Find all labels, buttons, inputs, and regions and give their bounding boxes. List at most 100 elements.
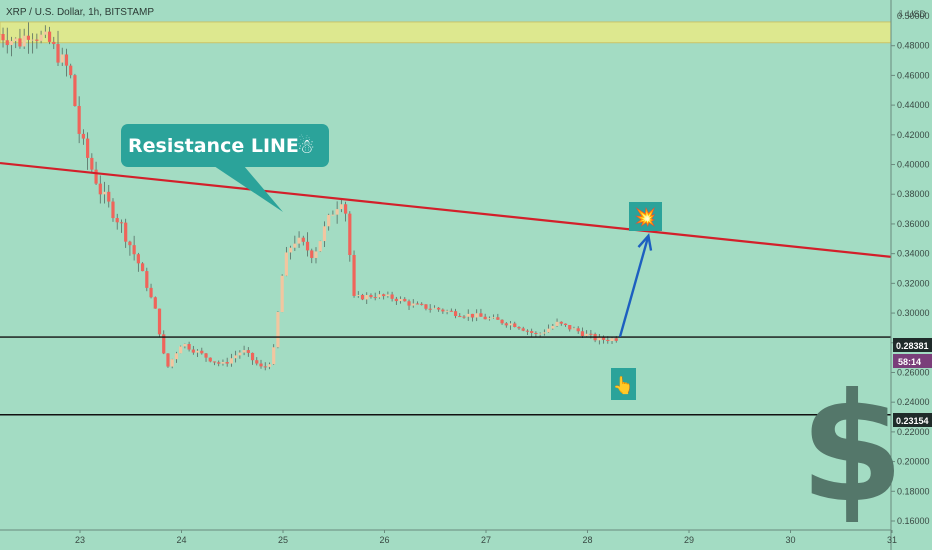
candle: [255, 357, 259, 366]
candle: [369, 293, 373, 299]
candle: [18, 28, 22, 49]
y-tick-label: 0.50000: [897, 11, 930, 21]
candle: [284, 246, 288, 277]
chart-title: XRP / U.S. Dollar, 1h, BITSTAMP: [6, 7, 154, 18]
support-price-value: 0.23154: [896, 416, 929, 426]
y-tick-label: 0.18000: [897, 486, 930, 496]
candle: [453, 308, 458, 319]
candle: [555, 318, 559, 327]
candle: [162, 330, 166, 355]
candle: [610, 336, 614, 345]
candle: [86, 132, 90, 170]
resistance-trendline[interactable]: [0, 161, 892, 258]
resistance-zone: [0, 21, 892, 44]
last-price-value: 0.28381: [896, 341, 929, 351]
candle: [140, 262, 145, 272]
resistance-callout[interactable]: Resistance LINE ☃: [121, 124, 329, 212]
candle: [157, 308, 162, 337]
candle: [322, 221, 327, 247]
candle: [411, 299, 415, 308]
candle: [52, 36, 56, 50]
collision-marker: 💥: [629, 202, 662, 231]
candle: [398, 296, 403, 304]
resistance-label: Resistance LINE: [128, 135, 299, 157]
callout-box: [121, 124, 329, 167]
candle: [69, 63, 73, 79]
candle: [487, 316, 491, 321]
time-axis[interactable]: 23 24 25 26 27 28 29 30 31: [0, 529, 897, 545]
candle: [504, 322, 508, 328]
support-price-tag: 0.23154: [893, 413, 932, 427]
y-tick-label: 0.36000: [897, 219, 930, 229]
candle: [60, 47, 64, 66]
candle: [517, 326, 521, 330]
candle: [420, 302, 424, 306]
candle: [145, 267, 149, 292]
candle: [297, 231, 301, 248]
candle: [365, 292, 369, 305]
candle: [179, 345, 183, 354]
candle: [483, 313, 487, 320]
candle: [166, 353, 170, 368]
candle: [128, 240, 132, 256]
horizontal-levels: [0, 336, 891, 416]
candle: [352, 250, 356, 298]
candle: [187, 341, 191, 352]
pointer-marker: 👆: [611, 368, 636, 400]
y-tick-label: 0.34000: [897, 249, 930, 259]
candle: [229, 353, 234, 367]
x-tick-label: 26: [379, 535, 389, 545]
candle: [428, 304, 432, 313]
candles: [0, 22, 618, 371]
candle: [64, 48, 69, 77]
candle: [200, 347, 204, 355]
pointing-hand-icon: 👆: [613, 375, 634, 396]
candle: [56, 30, 60, 67]
candle: [77, 96, 81, 144]
candle: [238, 350, 242, 359]
y-tick-label: 0.32000: [897, 278, 930, 288]
candle: [124, 218, 128, 248]
x-tick-label: 24: [176, 535, 186, 545]
candle: [170, 358, 174, 369]
dollar-sign-icon: $: [800, 362, 904, 536]
candle: [530, 328, 534, 338]
candle: [90, 153, 94, 173]
resistance-line: [0, 161, 892, 258]
candle: [212, 361, 217, 366]
y-tick-label: 0.20000: [897, 457, 930, 467]
x-tick-label: 27: [481, 535, 491, 545]
candle: [272, 344, 276, 365]
candle: [318, 240, 322, 253]
candle: [31, 33, 35, 54]
candle: [242, 345, 246, 356]
candle: [195, 349, 200, 358]
snowman-icon: ☃: [297, 134, 315, 158]
candle: [47, 26, 52, 45]
candle: [246, 347, 250, 357]
candle: [81, 129, 85, 145]
candle: [580, 327, 585, 339]
last-price-tag: 0.28381: [893, 338, 932, 352]
candle: [597, 333, 601, 345]
candle: [204, 352, 208, 362]
candle: [293, 235, 297, 251]
candle: [289, 245, 293, 260]
candle: [432, 305, 437, 310]
candle: [390, 291, 394, 302]
x-tick-label: 31: [887, 535, 897, 545]
candle: [500, 319, 504, 325]
currency-label: ⇩ USD: [897, 9, 927, 19]
candle: [360, 293, 365, 301]
candle: [437, 307, 441, 312]
x-tick-label: 28: [582, 535, 592, 545]
candle: [153, 296, 157, 309]
candle: [39, 30, 43, 44]
price-axis[interactable]: ⇩ USD 0.48000 0.46000 0.44000 0.42000 0.40000…: [890, 0, 930, 550]
candle: [462, 315, 466, 319]
candle: [73, 73, 77, 107]
y-tick-label: 0.46000: [897, 70, 930, 80]
y-tick-label: 0.22000: [897, 427, 930, 437]
candle: [183, 343, 187, 349]
